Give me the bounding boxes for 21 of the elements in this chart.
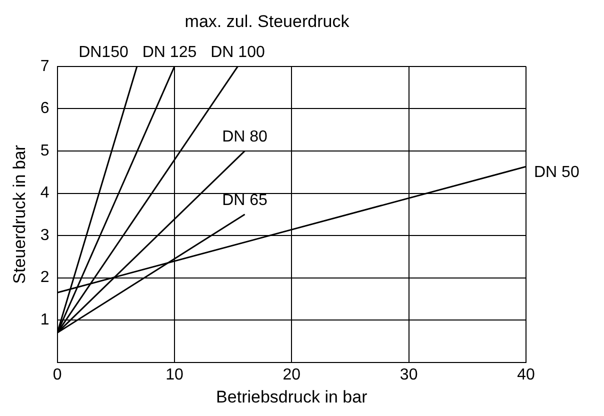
y-tick-label: 6 — [40, 100, 50, 118]
y-tick-label: 1 — [40, 312, 50, 329]
y-tick-label: 5 — [40, 142, 50, 160]
x-tick-label: 40 — [517, 366, 535, 384]
x-tick-label: 30 — [400, 366, 418, 384]
series-label: DN 65 — [222, 192, 268, 209]
series-label: DN150 — [78, 44, 128, 61]
y-tick-label: 4 — [40, 184, 50, 202]
x-tick-label: 10 — [166, 366, 184, 384]
y-tick-label: 2 — [40, 269, 50, 286]
x-tick-label: 0 — [52, 366, 62, 384]
chart-title: max. zul. Steuerdruck — [184, 12, 350, 31]
series-label: DN 80 — [222, 128, 268, 146]
x-axis-title: Betriebsdruck in bar — [216, 387, 368, 406]
y-tick-label: 3 — [40, 226, 50, 244]
series-label: DN 50 — [534, 164, 580, 182]
series-label: DN 100 — [210, 44, 265, 61]
series-label: DN 125 — [142, 44, 197, 61]
y-axis-title: Steuerdruck in bar — [10, 144, 29, 284]
x-tick-label: 20 — [282, 366, 301, 384]
y-tick-label: 7 — [40, 58, 50, 75]
